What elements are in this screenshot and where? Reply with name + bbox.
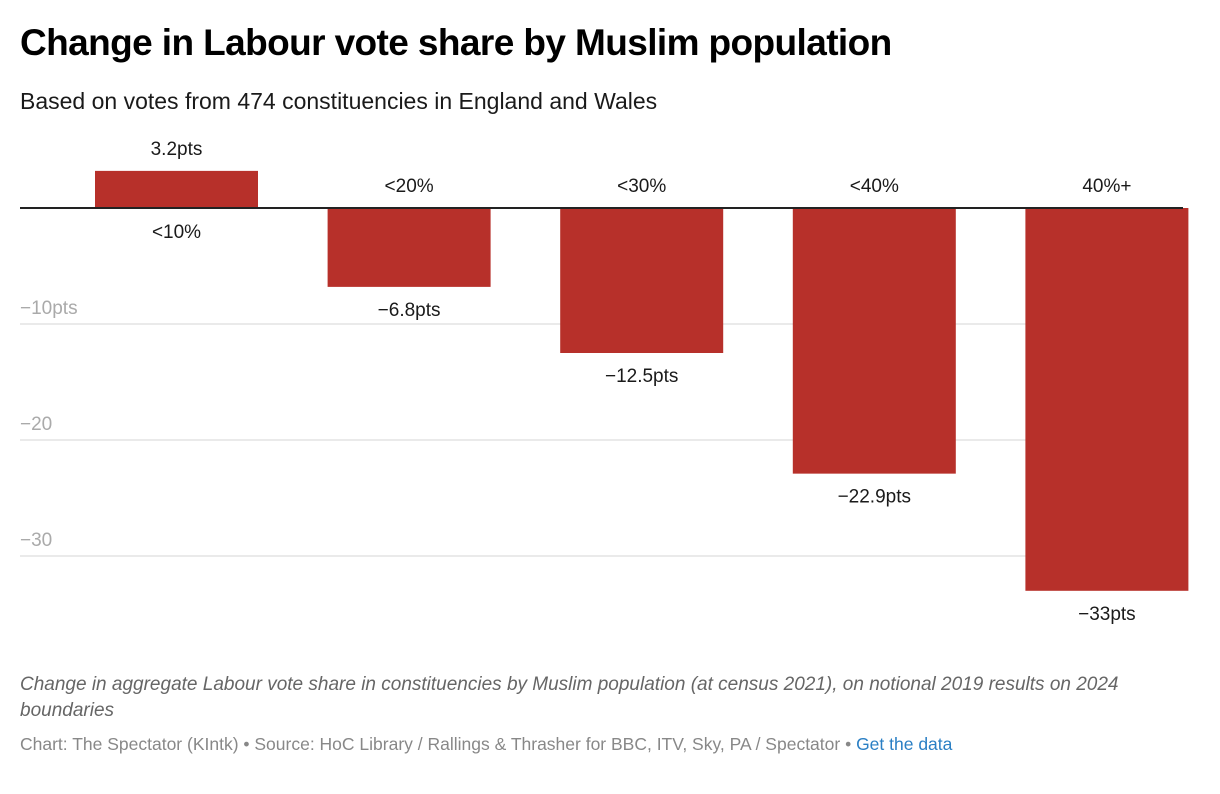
value-label: −6.8pts xyxy=(378,300,441,321)
value-label: −12.5pts xyxy=(605,366,678,387)
value-label: 3.2pts xyxy=(151,139,203,160)
chart-caption: Change in aggregate Labour vote share in… xyxy=(20,674,1119,721)
bar xyxy=(95,170,258,208)
bar xyxy=(792,208,956,474)
bar xyxy=(327,208,491,287)
y-tick-label: −30 xyxy=(20,530,52,551)
get-the-data-link[interactable]: Get the data xyxy=(856,734,953,754)
y-tick-label: −20 xyxy=(20,414,52,435)
bar xyxy=(1025,208,1189,591)
chart-title: Change in Labour vote share by Muslim po… xyxy=(20,22,892,63)
category-label: <10% xyxy=(152,222,201,243)
labels: −10pts −20 −30 <10% 3.2pts <20% −6.8pts <30% −12… xyxy=(20,139,1136,625)
category-label: <20% xyxy=(385,176,434,197)
category-label: 40%+ xyxy=(1082,176,1131,197)
gridlines xyxy=(20,323,1183,557)
source-line: Chart: The Spectator (KIntk) • Source: H… xyxy=(20,734,952,755)
bars xyxy=(95,170,1189,591)
value-label: −22.9pts xyxy=(838,487,911,508)
y-tick-label: −10pts xyxy=(20,298,78,319)
bar xyxy=(560,208,724,353)
chart-subtitle: Based on votes from 474 constituencies i… xyxy=(20,88,658,114)
source-text: Chart: The Spectator (KIntk) • Source: H… xyxy=(20,734,857,754)
category-label: <40% xyxy=(850,176,899,197)
value-label: −33pts xyxy=(1078,604,1136,625)
bar-chart: −10pts −20 −30 <10% 3.2pts <20% −6.8pts <30% −12… xyxy=(20,139,1189,625)
category-label: <30% xyxy=(617,176,666,197)
